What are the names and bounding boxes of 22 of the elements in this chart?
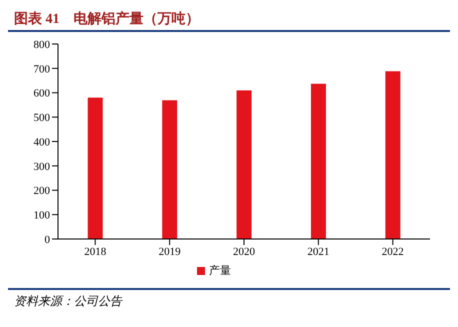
bar bbox=[385, 71, 400, 239]
bar bbox=[236, 90, 252, 239]
y-tick-label: 0 bbox=[44, 234, 50, 246]
x-tick-label: 2021 bbox=[307, 246, 330, 258]
bar bbox=[310, 84, 326, 239]
chart-title: 图表 41 电解铝产量（万吨） bbox=[8, 8, 450, 32]
x-tick-label: 2019 bbox=[158, 246, 182, 258]
y-tick-label: 600 bbox=[34, 88, 50, 100]
legend-label: 产量 bbox=[209, 265, 231, 277]
y-tick-label: 300 bbox=[34, 160, 50, 173]
y-tick-label: 700 bbox=[34, 63, 50, 76]
y-tick-label: 200 bbox=[34, 185, 50, 198]
y-tick-label: 100 bbox=[34, 210, 50, 222]
x-tick-label: 2020 bbox=[233, 246, 256, 258]
x-tick-label: 2018 bbox=[84, 246, 107, 258]
y-tick-label: 400 bbox=[34, 136, 50, 148]
text: 资料来源：公司公告 bbox=[14, 293, 124, 310]
bar bbox=[162, 100, 178, 239]
y-tick-label: 500 bbox=[34, 112, 50, 124]
bar bbox=[88, 98, 103, 239]
y-tick-label: 800 bbox=[34, 38, 50, 51]
x-tick-label: 2022 bbox=[382, 246, 404, 258]
